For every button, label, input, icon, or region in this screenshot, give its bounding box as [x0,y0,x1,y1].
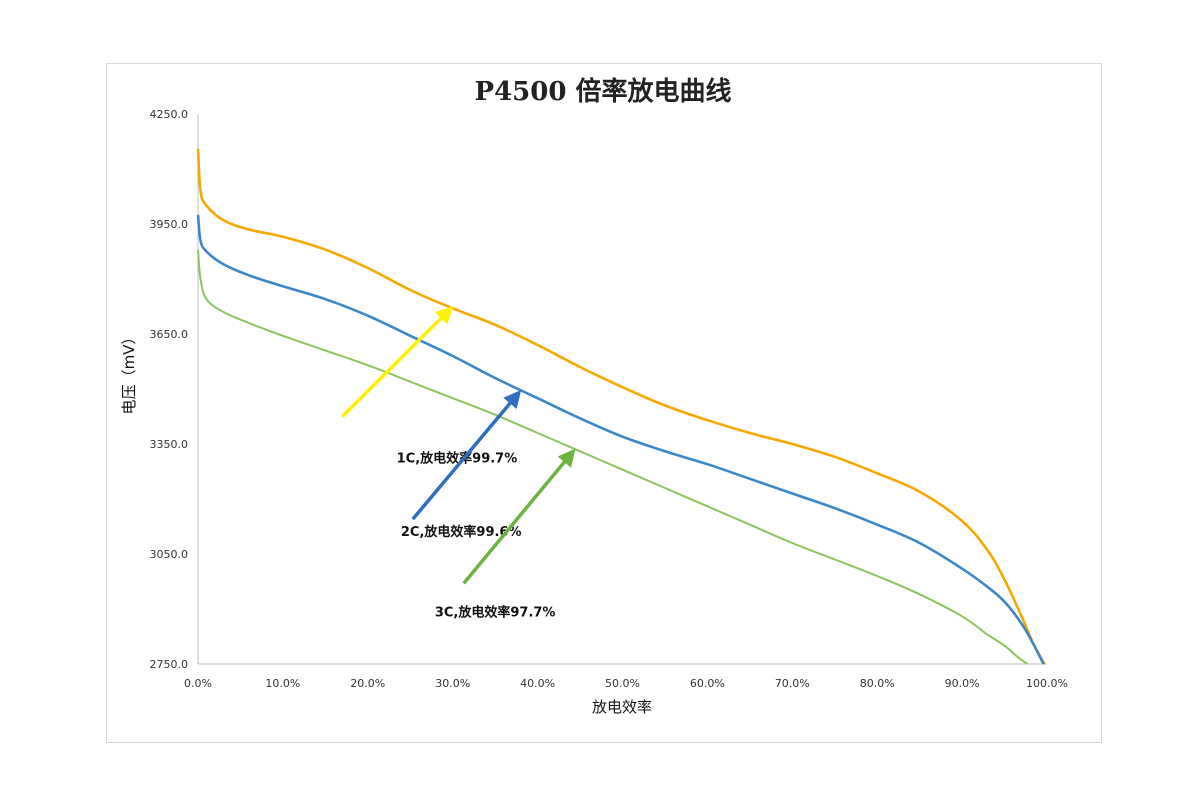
series-lines [196,148,1046,665]
x-tick-label: 20.0% [350,677,385,690]
x-tick-label: 80.0% [860,677,895,690]
y-axis-title: 电压（mV） [120,330,138,415]
y-tick-label: 3350.0 [150,438,189,451]
annotation-label: 2C,放电效率99.6% [401,524,522,540]
annotation-arrow [462,448,576,585]
series-line-3 [197,249,1029,665]
y-tick-label: 4250.0 [150,108,189,121]
series-line-1 [196,148,1046,665]
y-tick-label: 3650.0 [150,328,189,341]
y-tick-label: 2750.0 [150,658,189,671]
x-tick-label: 70.0% [775,677,810,690]
x-tick-label: 50.0% [605,677,640,690]
chart-frame [106,63,1102,743]
x-tick-label: 100.0% [1026,677,1068,690]
x-tick-label: 10.0% [265,677,300,690]
y-tick-labels: 4250.0 3950.0 3650.0 3350.0 3050.0 2750.0 [150,108,189,671]
y-tick-label: 3050.0 [150,548,189,561]
x-tick-label: 60.0% [690,677,725,690]
annotation-arrow [411,389,522,521]
x-tick-labels: 0.0% 10.0% 20.0% 30.0% 40.0% 50.0% 60.0% 70.0% 8… [184,677,1068,690]
y-tick-label: 3950.0 [150,218,189,231]
chart-title: P4500 倍率放电曲线 [475,76,732,107]
x-axis-title: 放电效率 [592,698,652,716]
x-tick-label: 40.0% [520,677,555,690]
annotation-label: 3C,放电效率97.7% [435,605,556,621]
annotation-label: 1C,放电效率99.7% [397,451,518,467]
x-tick-label: 0.0% [184,677,212,690]
annotation-arrow [341,305,454,418]
x-tick-label: 30.0% [435,677,470,690]
x-tick-label: 90.0% [945,677,980,690]
annotations: 1C,放电效率99.7% 2C,放电效率99.6% 3C,放电效率97.7% [341,305,576,621]
series-line-2 [196,214,1045,665]
